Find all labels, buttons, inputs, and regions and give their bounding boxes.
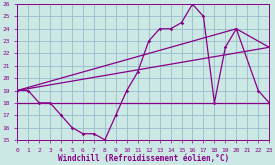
X-axis label: Windchill (Refroidissement éolien,°C): Windchill (Refroidissement éolien,°C)	[58, 154, 229, 163]
